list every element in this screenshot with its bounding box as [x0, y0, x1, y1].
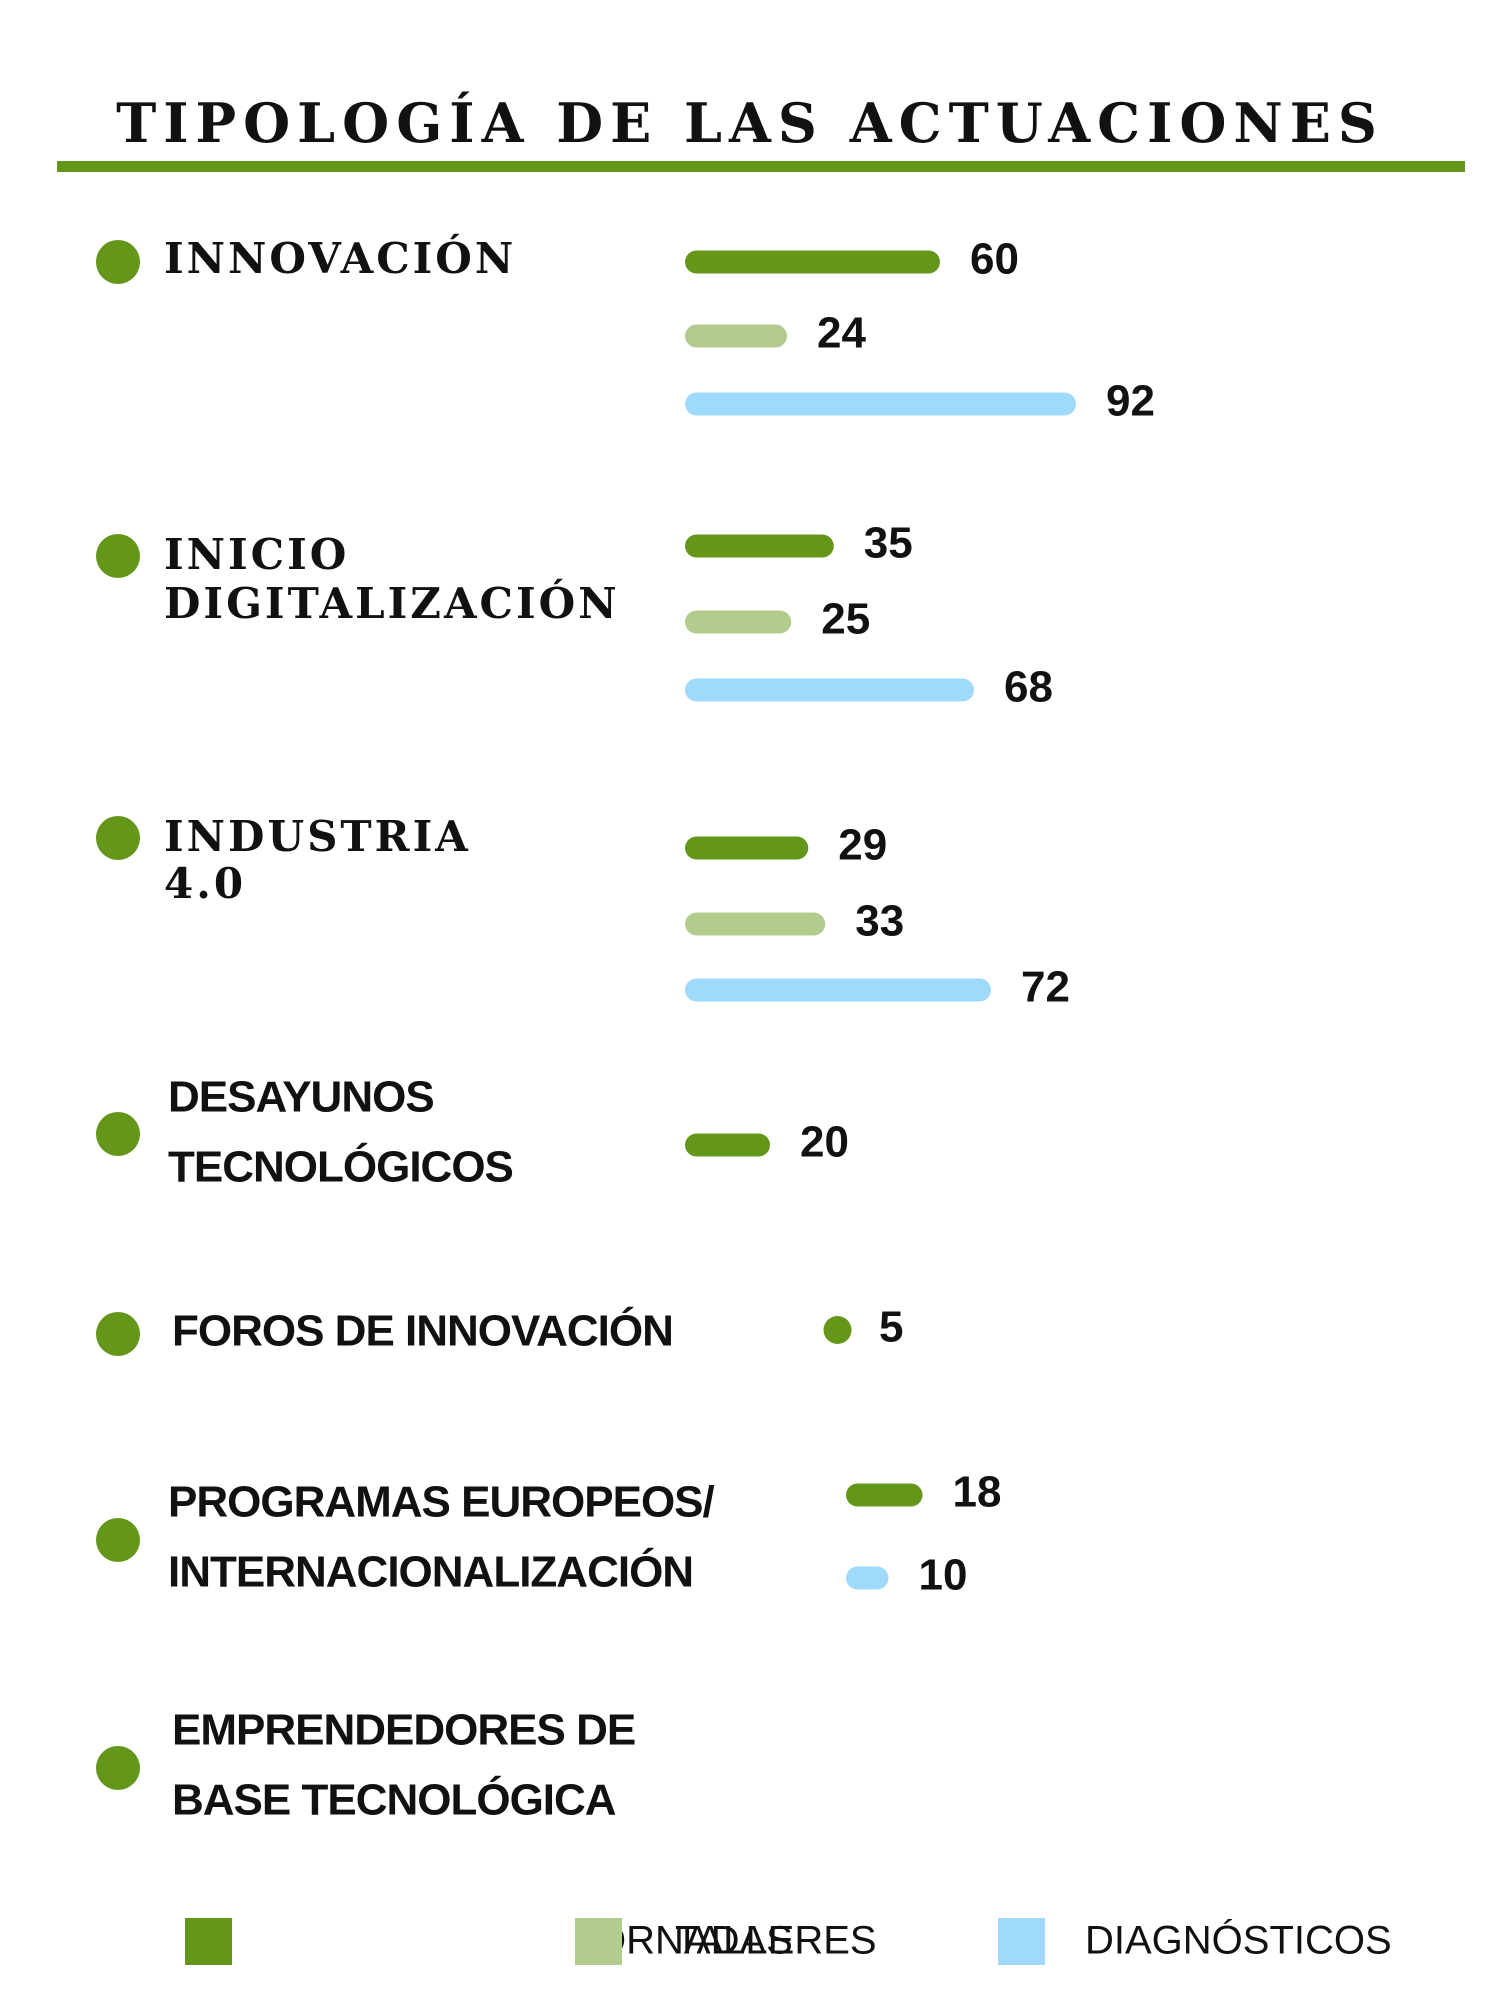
legend-swatch	[575, 1918, 622, 1965]
value-label: 10	[919, 1551, 968, 1600]
value-label: 20	[800, 1118, 849, 1167]
value-label: 60	[970, 235, 1019, 284]
value-label: 33	[855, 897, 904, 946]
bullet-dot	[96, 1112, 140, 1156]
category-label: PROGRAMAS EUROPEOS/	[168, 1478, 715, 1527]
category-label: DESAYUNOS	[168, 1073, 434, 1122]
category-label: INICIO	[164, 530, 349, 579]
value-label: 5	[879, 1303, 903, 1352]
category-label: FOROS DE INNOVACIÓN	[172, 1306, 673, 1356]
bullet-dot	[96, 1518, 140, 1562]
category-label: EMPRENDEDORES DE	[172, 1706, 635, 1755]
category-label: 4.0	[164, 859, 246, 908]
value-label: 25	[821, 595, 870, 644]
value-label: 29	[838, 821, 887, 870]
category-label: TECNOLÓGICOS	[168, 1142, 513, 1192]
legend-label: TALLERES	[675, 1919, 877, 1963]
bullet-dot	[96, 816, 140, 860]
legend-swatch	[185, 1918, 232, 1965]
value-label: 68	[1004, 663, 1053, 712]
bullet-dot	[96, 1312, 140, 1356]
legend-swatch	[998, 1918, 1045, 1965]
chart-title: TIPOLOGÍA DE LAS ACTUACIONES	[116, 91, 1384, 155]
value-label: 72	[1021, 963, 1070, 1012]
category-label: DIGITALIZACIÓN	[164, 578, 620, 628]
category-label: BASE TECNOLÓGICA	[172, 1775, 616, 1825]
value-label: 35	[864, 519, 913, 568]
value-label: 92	[1106, 377, 1155, 426]
category-label: INDUSTRIA	[164, 812, 471, 861]
title-underline	[57, 161, 1465, 172]
value-label: 24	[817, 309, 866, 358]
category-label: INTERNACIONALIZACIÓN	[168, 1547, 693, 1597]
value-label: 18	[953, 1468, 1002, 1517]
category-label: INNOVACIÓN	[164, 233, 516, 283]
bullet-dot	[96, 534, 140, 578]
bullet-dot	[96, 1746, 140, 1790]
bullet-dot	[96, 240, 140, 284]
bar-jornadas	[823, 1316, 852, 1344]
legend-label: DIAGNÓSTICOS	[1085, 1918, 1392, 1963]
